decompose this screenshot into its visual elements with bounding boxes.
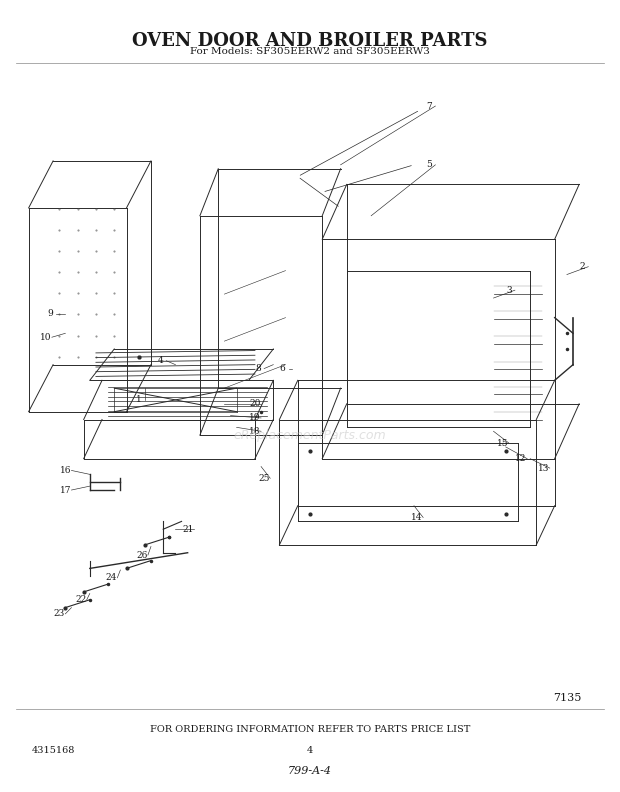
Text: 21: 21 [182,525,193,534]
Text: 25: 25 [259,474,270,483]
Text: 23: 23 [53,609,65,619]
Text: 15: 15 [497,439,508,447]
Text: 6: 6 [280,364,285,373]
Text: 16: 16 [60,466,71,475]
Text: 14: 14 [411,513,423,522]
Text: 4: 4 [157,356,163,365]
Text: 26: 26 [136,550,148,560]
Text: 1: 1 [136,395,141,405]
Text: 22: 22 [75,596,86,604]
Text: FOR ORDERING INFORMATION REFER TO PARTS PRICE LIST: FOR ORDERING INFORMATION REFER TO PARTS … [150,725,470,733]
Text: 17: 17 [60,485,71,494]
Text: 5: 5 [427,160,432,169]
Text: 9: 9 [47,309,53,318]
Text: 2: 2 [579,262,585,271]
Text: 20: 20 [249,399,260,409]
Text: 10: 10 [40,333,51,341]
Text: 12: 12 [515,454,527,463]
Text: 19: 19 [249,413,260,422]
Text: 7135: 7135 [552,693,581,703]
Text: 4315168: 4315168 [32,746,75,755]
Text: 24: 24 [105,573,117,582]
Text: 3: 3 [506,286,511,295]
Text: 18: 18 [249,427,260,436]
Text: 799-A-4: 799-A-4 [288,766,332,775]
Text: 8: 8 [255,364,261,373]
Text: eReplacementParts.com: eReplacementParts.com [234,428,386,442]
Text: 7: 7 [427,101,432,111]
Text: 4: 4 [307,746,313,755]
Text: For Models: SF305EERW2 and SF305EERW3: For Models: SF305EERW2 and SF305EERW3 [190,48,430,56]
Text: OVEN DOOR AND BROILER PARTS: OVEN DOOR AND BROILER PARTS [132,32,488,50]
Text: 13: 13 [538,463,549,473]
